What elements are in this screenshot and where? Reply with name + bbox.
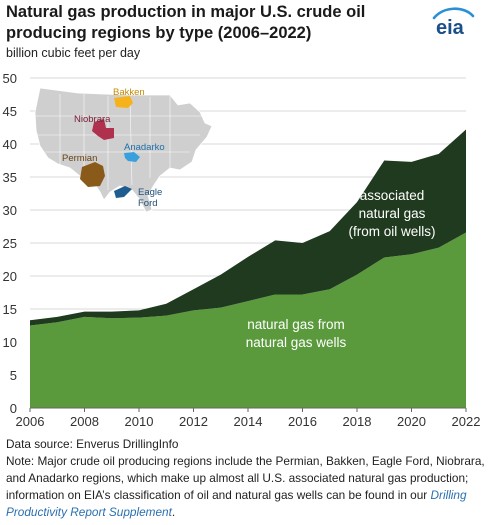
region-permian <box>80 162 105 187</box>
note: Note: Major crude oil producing regions … <box>6 453 490 521</box>
map-label-eagle-ford: Eagle Ford <box>138 187 162 209</box>
annotation-natural-gas-wells: natural gas from <box>247 317 345 332</box>
annotation-associated-gas: associated <box>360 188 425 203</box>
region-niobrara <box>92 119 114 140</box>
area-series <box>30 129 466 408</box>
y-tick-label: 0 <box>10 401 17 416</box>
region-eagle-ford <box>114 186 132 198</box>
x-tick-label: 2016 <box>288 414 317 429</box>
y-tick-label: 40 <box>3 137 17 152</box>
report-link[interactable]: Drilling Productivity Report Supplement <box>6 488 467 519</box>
region-bakken <box>114 96 133 108</box>
y-tick-label: 5 <box>10 368 17 383</box>
annotation-associated-gas: natural gas <box>359 206 426 221</box>
us-map-shape <box>34 87 213 213</box>
series-area-associated-gas <box>30 129 466 326</box>
x-tick-label: 2018 <box>343 414 372 429</box>
note-end: . <box>171 505 176 519</box>
annotation-natural-gas-wells: natural gas wells <box>246 335 347 350</box>
y-tick-label: 10 <box>3 335 17 350</box>
state-lines <box>36 94 205 190</box>
annotations: associated natural gas (from oil wells) nat… <box>246 188 436 350</box>
x-tick-label: 2010 <box>125 414 154 429</box>
x-tick-label: 2014 <box>234 414 263 429</box>
y-tick-label: 30 <box>3 203 17 218</box>
map-label-permian: Permian <box>62 153 97 164</box>
x-tick-label: 2012 <box>179 414 208 429</box>
logo-text: eia <box>436 17 465 38</box>
map-label-anadarko: Anadarko <box>124 142 165 153</box>
y-axis-unit: billion cubic feet per day <box>6 46 141 60</box>
x-tick-label: 2008 <box>70 414 99 429</box>
y-tick-label: 35 <box>3 170 17 185</box>
axes: 0 5 10 15 20 25 30 35 40 45 50 2006 2008 2010 2012 2014… <box>3 71 481 429</box>
inset-map: Bakken Niobrara Anadarko Permian Eagle Fo… <box>34 87 213 213</box>
map-label-niobrara: Niobrara <box>74 114 111 125</box>
note-text: Note: Major crude oil producing regions … <box>6 454 485 502</box>
y-tick-label: 45 <box>3 104 17 119</box>
x-tick-label: 2020 <box>397 414 426 429</box>
x-tick-label: 2006 <box>16 414 45 429</box>
y-tick-label: 50 <box>3 71 17 86</box>
footer: Data source: Enverus DrillingInfo Note: … <box>6 436 490 521</box>
region-anadarko <box>124 152 140 162</box>
data-source: Data source: Enverus DrillingInfo <box>6 437 179 451</box>
y-tick-label: 20 <box>3 269 17 284</box>
x-tick-label: 2022 <box>452 414 481 429</box>
series-area-natural-gas-wells <box>30 232 466 408</box>
map-label-bakken: Bakken <box>113 87 145 98</box>
chart-title: Natural gas production in major U.S. cru… <box>6 3 366 42</box>
y-tick-label: 25 <box>3 236 17 251</box>
y-tick-label: 15 <box>3 302 17 317</box>
eia-logo: eia <box>432 7 475 38</box>
annotation-associated-gas: (from oil wells) <box>348 224 435 239</box>
